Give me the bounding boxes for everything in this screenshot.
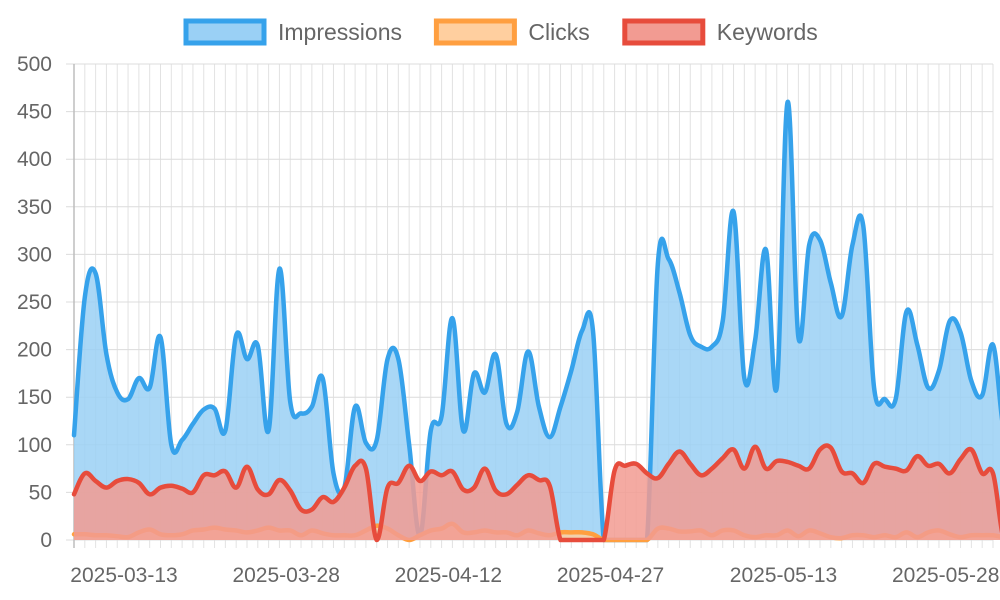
y-tick-label: 450 (17, 101, 52, 124)
x-axis-labels: 2025-03-13 2025-03-28 2025-04-12 2025-04-27… (70, 564, 999, 587)
y-tick-label: 400 (17, 148, 52, 171)
legend-swatch (183, 18, 267, 46)
legend-label: Clicks (528, 19, 589, 45)
legend-item-impressions: Impressions (183, 18, 402, 46)
legend-item-clicks: Clicks (433, 18, 590, 46)
legend-label: Impressions (278, 19, 402, 45)
legend: Impressions Clicks Keywords (183, 18, 818, 46)
y-tick-label: 100 (17, 434, 52, 457)
y-tick-label: 50 (29, 481, 52, 504)
y-tick-label: 0 (40, 529, 52, 552)
x-tick-label: 2025-05-13 (730, 564, 837, 587)
x-tick-label: 2025-04-27 (557, 564, 664, 587)
y-tick-label: 350 (17, 196, 52, 219)
y-tick-label: 200 (17, 339, 52, 362)
y-tick-label: 250 (17, 291, 52, 314)
series-impressions (71, 99, 1000, 543)
y-axis-labels: 0 50 100 150 200 250 300 350 400 450 500 (17, 53, 52, 552)
series-line-keywords (71, 443, 1000, 543)
series-line-impressions (71, 99, 1000, 543)
legend-swatch (433, 18, 517, 46)
legend-label: Keywords (717, 19, 818, 45)
series-group (71, 99, 1000, 543)
legend-item-keywords: Keywords (622, 18, 818, 46)
legend-swatch (622, 18, 706, 46)
x-tick-label: 2025-04-12 (395, 564, 502, 587)
y-tick-label: 300 (17, 243, 52, 266)
x-tick-label: 2025-03-28 (232, 564, 339, 587)
x-tick-label: 2025-03-13 (70, 564, 177, 587)
y-tick-label: 500 (17, 53, 52, 76)
x-tick-label: 2025-05-28 (892, 564, 999, 587)
y-tick-label: 150 (17, 386, 52, 409)
series-keywords (71, 443, 1000, 543)
series-area-impressions (74, 102, 1000, 540)
